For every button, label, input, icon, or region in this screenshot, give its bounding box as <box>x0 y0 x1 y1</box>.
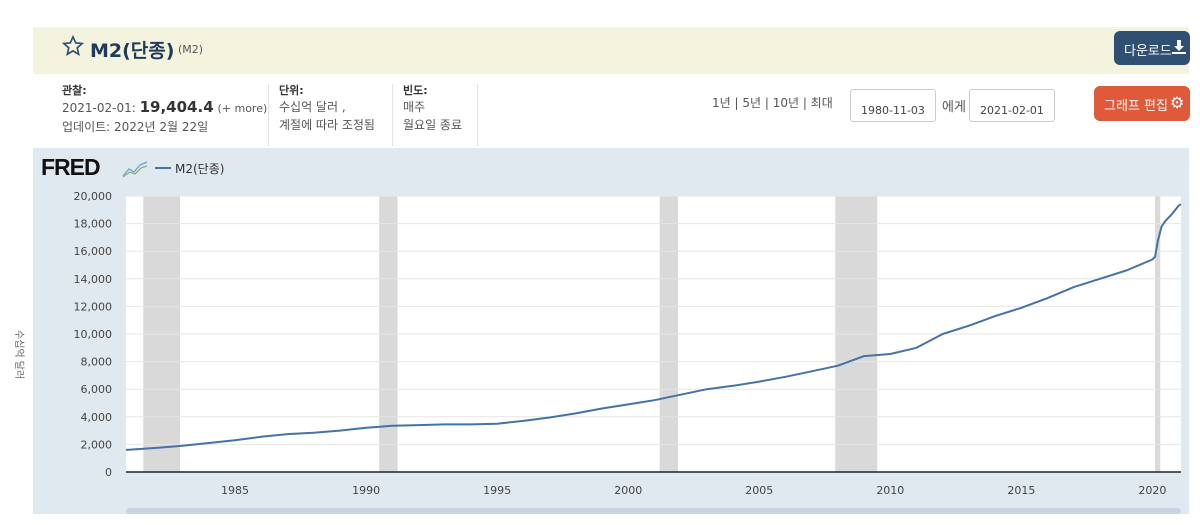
units-block: 단위: 수십억 달러 , 계절에 따라 조정됨 <box>279 84 375 134</box>
updated-date: 업데이트: 2022년 2월 22일 <box>62 120 209 134</box>
y-tick-label: 0 <box>105 466 112 479</box>
units-line-1: 수십억 달러 , <box>279 100 346 114</box>
meta-divider <box>477 84 478 146</box>
date-range-links[interactable]: 1년 | 5년 | 10년 | 최대 <box>712 96 833 110</box>
fred-logo-graph-icon <box>122 161 148 178</box>
legend-swatch <box>155 167 171 169</box>
meta-divider <box>392 84 393 146</box>
y-tick-label: 18,000 <box>74 218 113 231</box>
end-date-input[interactable] <box>969 89 1055 122</box>
x-tick-label: 2010 <box>876 484 904 497</box>
download-label: 다운로드 <box>1124 44 1172 59</box>
frequency-block: 빈도: 매주 월요일 종료 <box>403 84 462 134</box>
x-tick-label: 2000 <box>614 484 642 497</box>
y-tick-label: 14,000 <box>74 273 113 286</box>
y-tick-label: 6,000 <box>81 383 113 396</box>
frequency-label: 빈도: <box>403 84 428 97</box>
gear-icon: ⚙ <box>1170 93 1185 112</box>
to-label: 에게 <box>942 100 966 115</box>
units-line-2: 계절에 따라 조정됨 <box>279 118 375 132</box>
y-tick-label: 8,000 <box>81 356 113 369</box>
download-button[interactable]: 다운로드 <box>1114 31 1190 65</box>
y-tick-label: 20,000 <box>74 190 113 203</box>
x-tick-label: 2015 <box>1007 484 1035 497</box>
start-date-input[interactable] <box>850 89 936 122</box>
edit-graph-label: 그래프 편집 <box>1104 99 1168 114</box>
series-title: M2(단종) <box>90 40 175 62</box>
range-slider-track <box>126 508 1181 514</box>
legend-label: M2(단종) <box>175 162 225 176</box>
x-tick-label: 1985 <box>221 484 249 497</box>
y-tick-label: 16,000 <box>74 245 113 258</box>
series-id: (M2) <box>178 43 204 56</box>
frequency-line-2: 월요일 종료 <box>403 118 463 132</box>
x-tick-label: 1990 <box>352 484 380 497</box>
more-observations-link[interactable]: (+ more) <box>217 102 268 115</box>
favorite-star-icon[interactable] <box>62 35 84 57</box>
frequency-line-1: 매주 <box>403 100 426 114</box>
observation-row: 2021-02-01: 19,404.4 (+ more) <box>62 98 267 118</box>
series-title-bar <box>33 27 1189 74</box>
y-tick-label: 10,000 <box>74 328 113 341</box>
edit-graph-button[interactable]: 그래프 편집 ⚙ <box>1094 86 1190 121</box>
fred-logo: FRED <box>41 154 101 180</box>
x-tick-label: 1995 <box>483 484 511 497</box>
y-tick-label: 12,000 <box>74 300 113 313</box>
observation-label: 관찰: <box>62 84 87 97</box>
x-tick-label: 2020 <box>1138 484 1166 497</box>
meta-divider <box>268 84 269 146</box>
x-tick-label: 2005 <box>745 484 773 497</box>
y-tick-label: 2,000 <box>81 438 113 451</box>
y-tick-label: 4,000 <box>81 411 113 424</box>
download-icon <box>1172 40 1186 54</box>
observation-value: 19,404.4 <box>139 98 214 116</box>
series-line-m2 <box>125 203 1182 451</box>
observation-date: 2021-02-01: <box>62 101 136 115</box>
units-label: 단위: <box>279 84 304 97</box>
observation-block: 관찰: 2021-02-01: 19,404.4 (+ more) 업데이트: … <box>62 84 267 136</box>
